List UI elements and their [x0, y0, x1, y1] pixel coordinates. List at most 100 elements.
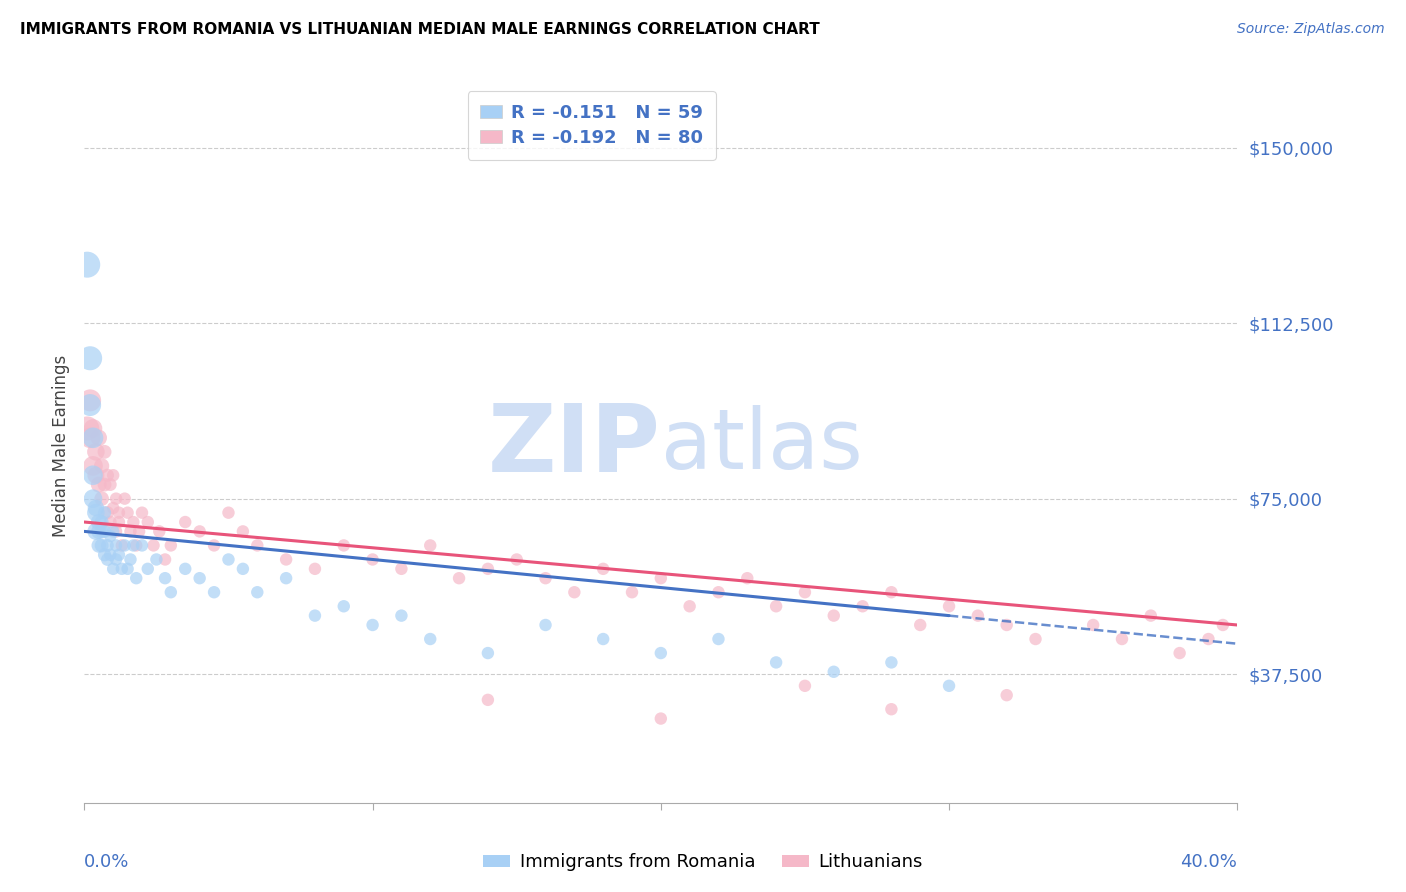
- Point: [98, 477, 121, 491]
- Legend: R = -0.151   N = 59, R = -0.192   N = 80: R = -0.151 N = 59, R = -0.192 N = 80: [468, 91, 716, 160]
- Point: [650, 712, 672, 726]
- Point: [592, 632, 614, 646]
- Point: [90, 524, 112, 539]
- Point: [153, 552, 176, 566]
- Point: [246, 585, 269, 599]
- Point: [90, 491, 112, 506]
- Point: [82, 491, 104, 506]
- Point: [114, 538, 136, 552]
- Point: [391, 608, 413, 623]
- Point: [737, 571, 759, 585]
- Point: [98, 515, 121, 529]
- Point: [1083, 618, 1105, 632]
- Point: [96, 468, 118, 483]
- Point: [82, 458, 104, 473]
- Point: [477, 562, 499, 576]
- Text: Source: ZipAtlas.com: Source: ZipAtlas.com: [1237, 22, 1385, 37]
- Point: [93, 548, 115, 562]
- Point: [98, 529, 121, 543]
- Point: [246, 538, 269, 552]
- Point: [87, 477, 110, 491]
- Point: [202, 585, 225, 599]
- Point: [105, 524, 128, 539]
- Point: [142, 538, 165, 552]
- Point: [304, 562, 326, 576]
- Point: [108, 548, 131, 562]
- Point: [707, 585, 730, 599]
- Point: [823, 608, 845, 623]
- Text: ZIP: ZIP: [488, 400, 661, 492]
- Point: [117, 506, 139, 520]
- Point: [852, 599, 875, 614]
- Point: [105, 538, 128, 552]
- Legend: Immigrants from Romania, Lithuanians: Immigrants from Romania, Lithuanians: [477, 847, 929, 879]
- Point: [995, 618, 1018, 632]
- Point: [82, 468, 104, 483]
- Point: [160, 538, 183, 552]
- Point: [105, 552, 128, 566]
- Point: [333, 599, 356, 614]
- Point: [880, 702, 903, 716]
- Point: [84, 506, 107, 520]
- Point: [125, 538, 148, 552]
- Point: [131, 538, 153, 552]
- Point: [76, 258, 98, 272]
- Point: [232, 562, 254, 576]
- Point: [148, 524, 170, 539]
- Point: [136, 515, 159, 529]
- Point: [103, 562, 124, 576]
- Point: [84, 524, 107, 539]
- Text: IMMIGRANTS FROM ROMANIA VS LITHUANIAN MEDIAN MALE EARNINGS CORRELATION CHART: IMMIGRANTS FROM ROMANIA VS LITHUANIAN ME…: [20, 22, 820, 37]
- Point: [103, 524, 124, 539]
- Point: [87, 524, 110, 539]
- Point: [188, 524, 211, 539]
- Point: [136, 562, 159, 576]
- Point: [82, 431, 104, 445]
- Point: [564, 585, 586, 599]
- Y-axis label: Median Male Earnings: Median Male Earnings: [52, 355, 70, 537]
- Point: [96, 552, 118, 566]
- Point: [160, 585, 183, 599]
- Point: [87, 431, 110, 445]
- Point: [967, 608, 990, 623]
- Point: [79, 393, 101, 408]
- Point: [174, 562, 197, 576]
- Point: [84, 501, 107, 516]
- Point: [93, 477, 115, 491]
- Point: [108, 515, 131, 529]
- Point: [938, 679, 960, 693]
- Point: [361, 618, 384, 632]
- Point: [93, 506, 115, 520]
- Point: [276, 571, 298, 585]
- Point: [103, 468, 124, 483]
- Point: [592, 562, 614, 576]
- Point: [1111, 632, 1133, 646]
- Point: [202, 538, 225, 552]
- Point: [103, 501, 124, 516]
- Point: [111, 562, 134, 576]
- Point: [87, 538, 110, 552]
- Point: [506, 552, 529, 566]
- Point: [449, 571, 471, 585]
- Point: [125, 571, 148, 585]
- Point: [361, 552, 384, 566]
- Point: [232, 524, 254, 539]
- Point: [304, 608, 326, 623]
- Point: [131, 506, 153, 520]
- Point: [534, 618, 557, 632]
- Point: [1168, 646, 1191, 660]
- Point: [794, 585, 817, 599]
- Point: [120, 552, 142, 566]
- Point: [650, 646, 672, 660]
- Point: [765, 656, 787, 670]
- Point: [79, 351, 101, 366]
- Point: [93, 445, 115, 459]
- Point: [534, 571, 557, 585]
- Point: [79, 398, 101, 412]
- Point: [880, 585, 903, 599]
- Point: [218, 506, 240, 520]
- Point: [419, 632, 441, 646]
- Point: [122, 538, 145, 552]
- Point: [87, 515, 110, 529]
- Point: [391, 562, 413, 576]
